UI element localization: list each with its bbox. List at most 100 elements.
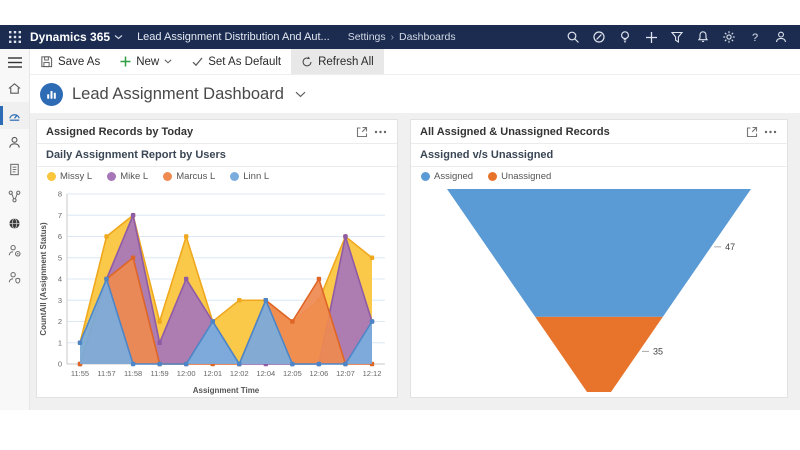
set-as-default-button[interactable]: Set As Default — [182, 49, 291, 74]
data-point-marker[interactable] — [104, 276, 109, 282]
x-tick-label: 12:07 — [336, 369, 355, 378]
new-dropdown-chevron-icon[interactable] — [164, 59, 172, 64]
top-nav-bar: Dynamics 365 Lead Assignment Distributio… — [0, 25, 800, 49]
set-as-default-label: Set As Default — [208, 55, 282, 68]
new-button[interactable]: New — [110, 49, 182, 74]
panel-more-ellipsis-icon[interactable] — [371, 123, 389, 141]
data-point-marker[interactable] — [157, 319, 162, 324]
nav-hamburger-icon[interactable] — [0, 49, 29, 75]
top-nav-actions: ? — [560, 25, 794, 49]
data-point-marker[interactable] — [290, 361, 295, 367]
funnel-segment[interactable] — [535, 316, 663, 392]
x-tick-label: 11:59 — [151, 369, 169, 378]
chart-title-row: Daily Assignment Report by Users — [37, 144, 397, 167]
legend-item[interactable]: Mike L — [107, 171, 148, 182]
sidebar-item-web-resources[interactable] — [0, 210, 29, 237]
area-chart-legend: Missy L Mike L Marcus L Linn L — [37, 167, 397, 186]
data-point-marker[interactable] — [210, 319, 215, 324]
funnel-chart-title: Assigned v/s Unassigned — [420, 149, 554, 161]
data-point-marker[interactable] — [183, 276, 189, 282]
page-header: Lead Assignment Dashboard — [30, 75, 800, 113]
breadcrumb-dashboards[interactable]: Dashboards — [398, 31, 456, 43]
sidebar-item-activities[interactable] — [0, 156, 29, 183]
data-point-marker[interactable] — [369, 319, 375, 324]
data-point-marker[interactable] — [369, 255, 375, 260]
sidebar-item-contacts[interactable] — [0, 129, 29, 156]
app-switcher-chevron-icon[interactable] — [114, 34, 123, 40]
sidebar-item-home[interactable] — [0, 75, 29, 102]
legend-item[interactable]: Assigned — [421, 171, 473, 182]
legend-item[interactable]: Marcus L — [163, 171, 215, 182]
legend-dot-icon — [47, 172, 56, 181]
sidebar-item-user-settings[interactable] — [0, 237, 29, 264]
legend-label: Linn L — [243, 171, 270, 182]
x-tick-label: 11:57 — [97, 369, 115, 378]
data-point-marker[interactable] — [343, 361, 348, 367]
sidebar-item-flows[interactable] — [0, 183, 29, 210]
sidebar-item-user-security[interactable] — [0, 264, 29, 291]
svg-text:?: ? — [752, 32, 758, 44]
data-point-marker[interactable] — [263, 298, 269, 303]
data-point-marker[interactable] — [316, 276, 322, 282]
y-tick-label: 0 — [58, 360, 62, 369]
new-label: New — [136, 55, 160, 68]
dashboard-selector-chevron-icon[interactable] — [295, 91, 306, 98]
series-line — [79, 213, 373, 343]
data-point-marker[interactable] — [130, 255, 136, 260]
data-point-marker[interactable] — [290, 319, 295, 324]
data-point-marker[interactable] — [157, 340, 162, 345]
breadcrumb-settings[interactable]: Settings — [347, 31, 386, 43]
x-tick-label: 12:04 — [256, 369, 275, 378]
refresh-all-button[interactable]: Refresh All — [291, 49, 384, 74]
series-area[interactable] — [80, 257, 372, 364]
area-chart-wrap: 0 1 2 3 4 5 6 7 8 11:55 11:57 11:58 11:59 12:00 12:01 1… — [37, 186, 397, 397]
series-area[interactable] — [80, 215, 372, 364]
data-point-marker[interactable] — [104, 234, 109, 239]
x-tick-label: 12:05 — [283, 369, 302, 378]
expand-panel-icon[interactable] — [353, 123, 371, 141]
legend-label: Unassigned — [501, 171, 552, 182]
legend-label: Mike L — [120, 171, 149, 182]
expand-panel-icon[interactable] — [743, 123, 761, 141]
dashboard-icon — [40, 82, 63, 106]
solution-title[interactable]: Lead Assignment Distribution And Aut... — [137, 31, 330, 43]
settings-gear-icon[interactable] — [716, 25, 742, 49]
data-point-marker[interactable] — [130, 361, 136, 367]
dynamics-app-window: Dynamics 365 Lead Assignment Distributio… — [0, 25, 800, 410]
lightbulb-icon[interactable] — [612, 25, 638, 49]
data-point-marker[interactable] — [316, 361, 322, 367]
save-as-label: Save As — [58, 55, 101, 68]
data-point-marker[interactable] — [183, 234, 189, 239]
funnel-segment[interactable] — [447, 189, 751, 317]
notifications-bell-icon[interactable] — [690, 25, 716, 49]
funnel-value-label: 35 — [653, 346, 663, 356]
help-icon[interactable]: ? — [742, 25, 768, 49]
app-launcher-waffle-icon[interactable] — [0, 31, 30, 43]
legend-dot-icon — [230, 172, 240, 181]
data-point-marker[interactable] — [130, 213, 136, 218]
filter-funnel-icon[interactable] — [664, 25, 690, 49]
guidance-compass-icon[interactable] — [586, 25, 612, 49]
legend-item[interactable]: Linn L — [230, 171, 269, 182]
data-point-marker[interactable] — [157, 361, 162, 367]
legend-item[interactable]: Missy L — [47, 171, 92, 182]
legend-item[interactable]: Unassigned — [488, 171, 551, 182]
area-chart: 0 1 2 3 4 5 6 7 8 11:55 11:57 11:58 11:59 12:00 12:01 1… — [39, 190, 385, 395]
y-axis-title: CountAll (Assignment Status) — [39, 222, 48, 336]
left-nav-rail — [0, 49, 30, 410]
data-point-marker[interactable] — [77, 340, 83, 345]
data-point-marker[interactable] — [183, 361, 189, 367]
quick-create-plus-icon[interactable] — [638, 25, 664, 49]
data-point-marker[interactable] — [237, 298, 242, 303]
save-as-button[interactable]: Save As — [30, 49, 110, 74]
panel-assigned-unassigned: All Assigned & Unassigned Records Assign… — [410, 119, 788, 398]
funnel-chart-wrap: 47 35 — [411, 186, 787, 397]
search-icon[interactable] — [560, 25, 586, 49]
panel-more-ellipsis-icon[interactable] — [761, 123, 779, 141]
data-point-marker[interactable] — [237, 361, 242, 367]
legend-dot-icon — [421, 172, 430, 181]
account-person-icon[interactable] — [768, 25, 794, 49]
sidebar-item-dashboards[interactable] — [0, 102, 29, 129]
app-name[interactable]: Dynamics 365 — [30, 30, 111, 44]
data-point-marker[interactable] — [343, 234, 348, 239]
